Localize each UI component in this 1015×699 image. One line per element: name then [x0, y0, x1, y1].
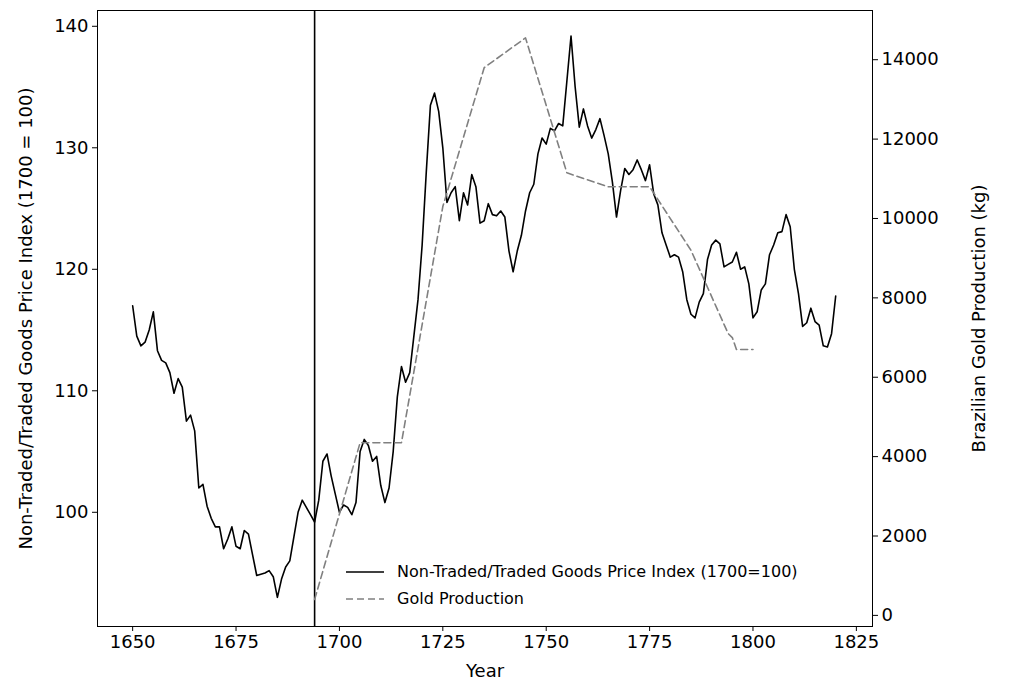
svg-text:0: 0: [882, 604, 893, 625]
svg-text:1725: 1725: [420, 631, 466, 652]
svg-text:1800: 1800: [730, 631, 776, 652]
svg-text:12000: 12000: [882, 128, 939, 149]
html-text:Gold Production: Gold Production: [397, 589, 524, 608]
svg-text:1825: 1825: [833, 631, 879, 652]
svg-text:140: 140: [54, 15, 88, 36]
svg-text:4000: 4000: [882, 445, 928, 466]
svg-text:Brazilian Gold Production (kg): Brazilian Gold Production (kg): [968, 185, 989, 453]
html-text:Non-Traded/Traded Goods Price: Non-Traded/Traded Goods Price Index (170…: [397, 562, 798, 581]
svg-text:110: 110: [54, 380, 88, 401]
svg-text:6000: 6000: [882, 366, 928, 387]
svg-text:Non-Traded/Traded Goods Price: Non-Traded/Traded Goods Price Index (170…: [15, 87, 36, 549]
svg-text:130: 130: [54, 137, 88, 158]
svg-text:1775: 1775: [627, 631, 673, 652]
svg-text:8000: 8000: [882, 287, 928, 308]
svg-text:100: 100: [54, 501, 88, 522]
svg-text:Year: Year: [465, 660, 505, 681]
svg-text:14000: 14000: [882, 48, 939, 69]
svg-text:2000: 2000: [882, 525, 928, 546]
svg-text:1750: 1750: [523, 631, 569, 652]
svg-text:120: 120: [54, 258, 88, 279]
svg-text:1675: 1675: [213, 631, 259, 652]
svg-text:1700: 1700: [317, 631, 363, 652]
svg-text:10000: 10000: [882, 207, 939, 228]
svg-text:1650: 1650: [110, 631, 156, 652]
